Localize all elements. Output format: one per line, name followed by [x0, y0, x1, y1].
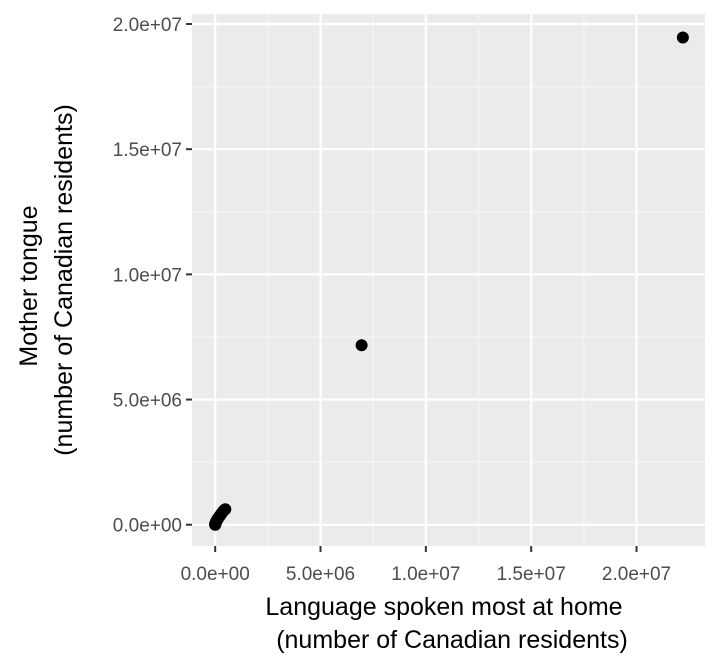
- tick-labels: 0.0e+00 5.0e+06 1.0e+07 1.5e+07 2.0e+07 0.0e+…: [113, 15, 671, 585]
- x-tick-label: 2.0e+07: [602, 564, 671, 585]
- data-point: [355, 339, 368, 352]
- data-points: [209, 31, 689, 531]
- x-tick-label: 5.0e+06: [286, 564, 355, 585]
- x-tick-label: 0.0e+00: [181, 564, 250, 585]
- y-tick-label: 0.0e+00: [113, 516, 182, 537]
- x-axis-title-line-1: Language spoken most at home: [265, 593, 622, 621]
- major-gridlines: [192, 14, 705, 546]
- minor-gridlines: [192, 14, 705, 546]
- x-tick-label: 1.0e+07: [391, 564, 460, 585]
- x-tick-label: 1.5e+07: [497, 564, 566, 585]
- data-point: [676, 31, 689, 44]
- data-point: [209, 518, 222, 531]
- y-tick-label: 1.5e+07: [113, 140, 182, 161]
- y-tick-label: 2.0e+07: [113, 15, 182, 36]
- y-axis-title-line-2: (number of Canadian residents): [50, 104, 78, 456]
- plot-panel: [192, 14, 705, 546]
- y-axis-title-line-1: Mother tongue: [15, 205, 43, 366]
- y-tick-label: 5.0e+06: [113, 391, 182, 412]
- axis-ticks: [186, 23, 638, 552]
- y-tick-label: 1.0e+07: [113, 265, 182, 286]
- x-axis-title-line-2: (number of Canadian residents): [276, 626, 628, 654]
